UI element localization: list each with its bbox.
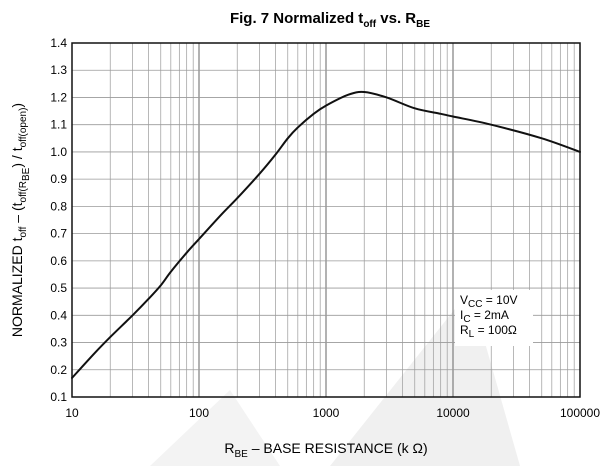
y-tick-label: 1.3 (50, 63, 67, 77)
y-tick-label: 0.7 (50, 227, 67, 241)
chart-title: Fig. 7 Normalized toff vs. RBE (230, 10, 430, 30)
x-tick-label: 100000 (560, 406, 600, 420)
y-axis-label: NORMALIZED toff – (toff(RBE) / toff(open… (9, 103, 32, 337)
y-tick-label: 0.3 (50, 336, 67, 350)
y-tick-label: 0.5 (50, 281, 67, 295)
x-tick-label: 10000 (436, 406, 470, 420)
y-tick-label: 0.8 (50, 199, 67, 213)
annotation-background (455, 290, 533, 346)
y-tick-label: 1.4 (50, 36, 67, 50)
annotation-rl: RL = 100Ω (460, 323, 517, 340)
y-tick-label: 0.6 (50, 254, 67, 268)
annotation-ic: IC = 2mA (460, 308, 509, 325)
y-tick-label: 1.1 (50, 118, 67, 132)
x-tick-label: 1000 (313, 406, 340, 420)
x-tick-label: 10 (65, 406, 79, 420)
y-axis-ticks: 0.1 0.2 0.3 0.4 0.5 0.6 0.7 0.8 0.9 1.0 1.1 1.2 1.3 1… (50, 36, 67, 404)
y-tick-label: 0.9 (50, 172, 67, 186)
y-tick-label: 1.2 (50, 90, 67, 104)
x-axis-label: RBE – BASE RESISTANCE (k Ω) (224, 440, 427, 460)
annotation-vcc: VCC = 10V (460, 293, 518, 310)
legend-box: VCC = 10V IC = 2mA RL = 100Ω (455, 290, 533, 346)
y-tick-label: 0.2 (50, 363, 67, 377)
y-tick-label: 0.1 (50, 390, 67, 404)
y-tick-label: 1.0 (50, 145, 67, 159)
watermark-shape (150, 390, 280, 466)
x-tick-label: 100 (189, 406, 209, 420)
plot-frame (71, 42, 581, 398)
series-line (71, 90, 581, 379)
x-axis-ticks: 10 100 1000 10000 100000 (65, 406, 600, 420)
y-tick-label: 0.4 (50, 308, 67, 322)
grid-minor (109, 43, 575, 397)
